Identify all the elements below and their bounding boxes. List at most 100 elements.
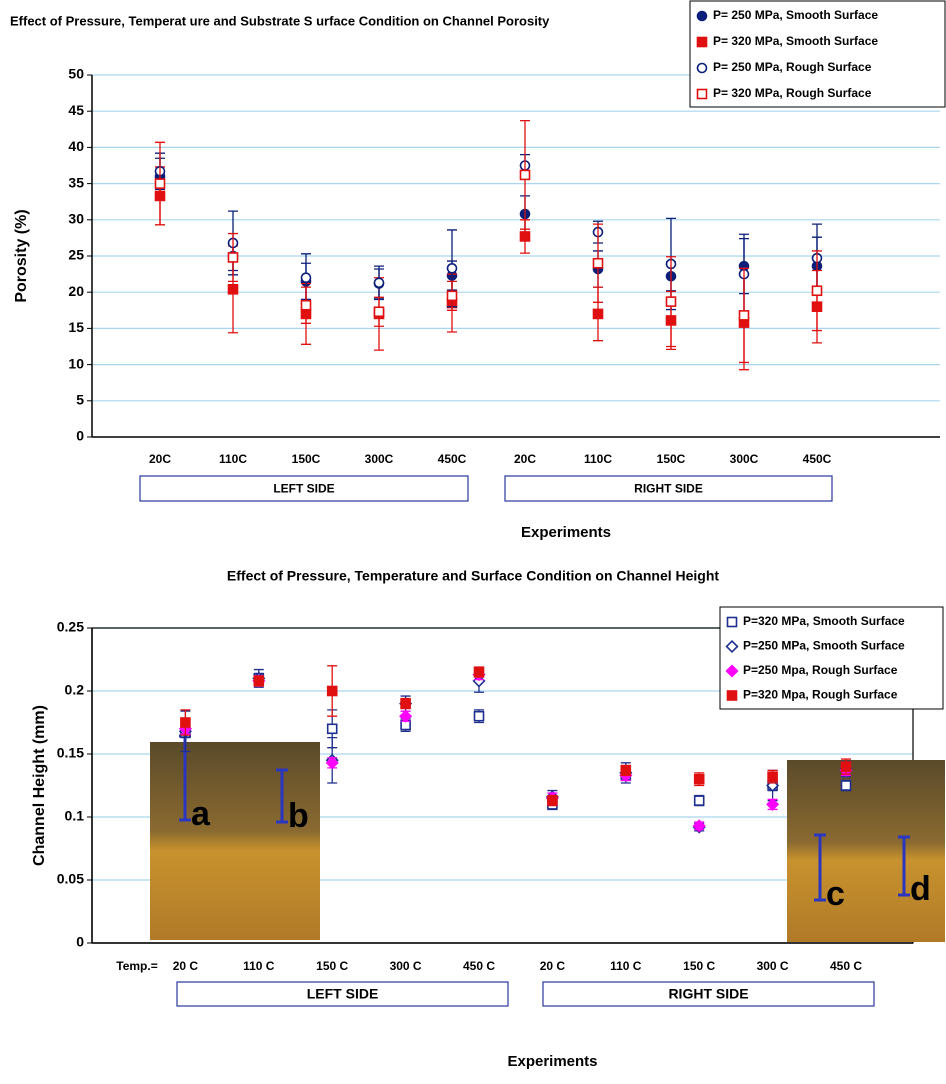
group-label: RIGHT SIDE	[668, 986, 748, 1002]
marker	[254, 676, 263, 685]
photo-label: d	[910, 870, 931, 908]
y-tick-label: 0.2	[65, 682, 85, 698]
marker	[181, 718, 190, 727]
marker	[728, 618, 737, 627]
marker	[375, 278, 384, 287]
photo-label: c	[826, 875, 845, 913]
x-tick-label: 20 C	[173, 959, 199, 973]
marker	[548, 796, 557, 805]
x-tick-label: 150C	[292, 452, 321, 466]
x-tick-label: 150C	[657, 452, 686, 466]
y-tick-label: 10	[68, 355, 84, 371]
marker	[448, 291, 457, 300]
marker	[475, 712, 484, 721]
x-tick-label: 300C	[365, 452, 394, 466]
photo-inset	[787, 760, 945, 942]
y-tick-label: 35	[68, 174, 84, 190]
figure: Effect of Pressure, Temperat ure and Sub…	[0, 0, 946, 1079]
marker	[698, 38, 707, 47]
y-tick-label: 0	[76, 934, 84, 950]
legend-label: P=250 MPa, Smooth Surface	[743, 639, 905, 653]
marker	[475, 668, 484, 677]
y-tick-label: 0.1	[65, 808, 85, 824]
photo-label: a	[191, 795, 211, 833]
marker	[768, 772, 777, 781]
x-tick-label: 110 C	[610, 959, 642, 973]
legend-label: P= 320 MPa, Smooth Surface	[713, 34, 878, 48]
x-tick-label: 150 C	[316, 959, 348, 973]
marker	[698, 12, 707, 21]
chart-title: Effect of Pressure, Temperature and Surf…	[227, 568, 719, 584]
legend-label: P= 320 MPa, Rough Surface	[713, 86, 872, 100]
x-axis-label: Experiments	[521, 524, 611, 541]
legend-label: P=320 MPa, Smooth Surface	[743, 614, 905, 628]
y-tick-label: 0	[76, 428, 84, 444]
marker	[621, 766, 630, 775]
marker	[594, 309, 603, 318]
marker	[695, 796, 704, 805]
x-tick-label: 20C	[149, 452, 171, 466]
legend-label: P=250 Mpa, Rough Surface	[743, 663, 898, 677]
y-tick-label: 0.15	[57, 745, 84, 761]
marker	[448, 264, 457, 273]
x-prefix: Temp.=	[116, 959, 157, 973]
page: {"chart_data": [ {"type": "scatter", "ti…	[0, 0, 946, 1084]
marker	[328, 724, 337, 733]
x-tick-label: 300 C	[757, 959, 789, 973]
x-tick-label: 110 C	[243, 959, 275, 973]
legend-label: P= 250 MPa, Rough Surface	[713, 60, 872, 74]
group-label: LEFT SIDE	[273, 482, 334, 496]
x-tick-label: 20 C	[540, 959, 566, 973]
marker	[328, 687, 337, 696]
marker	[813, 286, 822, 295]
y-tick-label: 25	[68, 247, 84, 263]
series	[155, 158, 822, 299]
x-tick-label: 150 C	[683, 959, 715, 973]
x-tick-label: 300 C	[390, 959, 422, 973]
marker	[375, 307, 384, 316]
y-tick-label: 15	[68, 319, 84, 335]
marker	[229, 253, 238, 262]
y-tick-label: 45	[68, 102, 84, 118]
y-tick-label: 0.05	[57, 871, 84, 887]
y-axis-label: Porosity (%)	[13, 209, 30, 302]
series	[155, 167, 822, 370]
series	[155, 153, 822, 314]
marker	[521, 232, 530, 241]
x-tick-label: 450 C	[830, 959, 862, 973]
marker	[740, 311, 749, 320]
marker	[229, 285, 238, 294]
y-tick-label: 30	[68, 211, 84, 227]
y-tick-label: 0.25	[57, 619, 84, 635]
photo-inset	[150, 742, 320, 940]
marker	[695, 775, 704, 784]
marker	[302, 301, 311, 310]
marker	[698, 90, 707, 99]
group-label: RIGHT SIDE	[634, 482, 703, 496]
x-tick-label: 450 C	[463, 959, 495, 973]
y-tick-label: 40	[68, 138, 84, 154]
marker	[594, 259, 603, 268]
y-tick-label: 5	[76, 392, 84, 408]
marker	[667, 297, 676, 306]
group-label: LEFT SIDE	[307, 986, 379, 1002]
marker	[842, 781, 851, 790]
marker	[156, 179, 165, 188]
x-tick-label: 450C	[803, 452, 832, 466]
y-tick-label: 20	[68, 283, 84, 299]
marker	[698, 64, 707, 73]
legend-label: P=320 Mpa, Rough Surface	[743, 688, 898, 702]
series	[155, 121, 822, 363]
x-tick-label: 110C	[584, 452, 612, 466]
x-axis-label: Experiments	[507, 1053, 597, 1070]
chart-title: Effect of Pressure, Temperat ure and Sub…	[10, 13, 550, 28]
marker	[521, 170, 530, 179]
x-tick-label: 20C	[514, 452, 536, 466]
marker	[728, 691, 737, 700]
marker	[302, 273, 311, 282]
y-tick-label: 50	[68, 66, 84, 82]
marker	[401, 699, 410, 708]
marker	[842, 762, 851, 771]
legend-label: P= 250 MPa, Smooth Surface	[713, 8, 878, 22]
photo-label: b	[288, 797, 309, 835]
